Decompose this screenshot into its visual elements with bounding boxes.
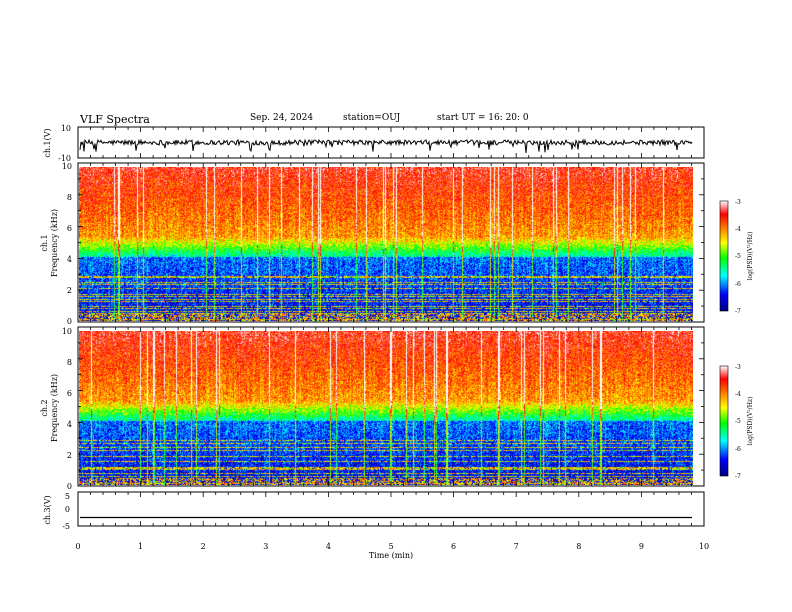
ch2-colorbar: -3 -4 -5 -6 -7 log(PSD)(V²/Hz) — [719, 364, 754, 480]
ch1-frequency-ylabel: Frequency (kHz) — [50, 209, 59, 277]
ch2-ytick-8: 8 — [67, 358, 72, 367]
ch1-ytick-10: 10 — [62, 162, 72, 171]
xtick-5: 5 — [388, 542, 393, 551]
ch2-ytick-0: 0 — [67, 482, 72, 491]
ch2-ytick-10: 10 — [62, 327, 72, 336]
ch3-waveform-panel: 5 0 -5 ch.3(V) — [43, 491, 705, 531]
figure-date: Sep. 24, 2024 — [250, 113, 314, 123]
ch2-cb-tick-m7: -7 — [735, 473, 741, 480]
xtick-2: 2 — [201, 542, 206, 551]
ch2-ytick-4: 4 — [67, 420, 72, 429]
ch1-ytick-8: 8 — [67, 193, 72, 202]
ch2-cb-tick-m5: -5 — [735, 418, 741, 425]
figure-station: station=OUJ — [343, 113, 401, 123]
ch3-ytick-m5: -5 — [62, 522, 70, 531]
xtick-10: 10 — [699, 542, 709, 551]
ch1-cb-tick-m6: -6 — [735, 281, 741, 288]
ch2-cb-tick-m3: -3 — [735, 364, 741, 371]
xtick-0: 0 — [75, 542, 80, 551]
ch1-channel-label: ch.1 — [40, 234, 49, 251]
ch1-ytick-bottom: -10 — [58, 154, 71, 163]
ch2-cb-tick-m4: -4 — [735, 391, 741, 398]
ch2-colorbar-scale — [719, 365, 729, 477]
xtick-4: 4 — [326, 542, 331, 551]
ch1-ytick-top: 10 — [61, 124, 71, 133]
ch3-ytick-5: 5 — [65, 492, 70, 501]
ch2-ytick-2: 2 — [67, 451, 72, 460]
xtick-7: 7 — [514, 542, 519, 551]
x-axis-label: Time (min) — [369, 551, 413, 560]
ch1-ytick-4: 4 — [67, 255, 72, 264]
ch1-cb-tick-m7: -7 — [735, 308, 741, 315]
ch1-spectrogram-image — [79, 167, 693, 321]
ch1-cb-tick-m4: -4 — [735, 226, 741, 233]
axis-ticks — [77, 127, 705, 526]
ch2-spectrogram-image-holder — [79, 331, 693, 485]
figure-title: VLF Spectra — [80, 113, 150, 126]
ch1-ytick-2: 2 — [67, 286, 72, 295]
ch2-colorbar-label: log(PSD)(V²/Hz) — [747, 397, 754, 446]
ch3-waveform-frame — [77, 491, 705, 527]
ch1-cb-tick-m3: -3 — [735, 199, 741, 206]
ch1-spectrogram-image-holder — [79, 167, 693, 321]
x-axis: 0 1 2 3 4 5 6 7 8 9 10 Time (min) — [75, 542, 709, 560]
xtick-8: 8 — [576, 542, 581, 551]
ch2-cb-tick-m6: -6 — [735, 446, 741, 453]
ch1-waveform-panel: 10 -10 ch.1(V) — [43, 124, 705, 163]
ch1-waveform-ylabel: ch.1(V) — [43, 128, 52, 157]
ch1-colorbar-label: log(PSD)(V²/Hz) — [747, 232, 754, 281]
ch1-spectrogram-panel: 10 8 6 4 2 0 ch.1 Frequency (kHz) — [40, 162, 705, 326]
xtick-1: 1 — [138, 542, 143, 551]
ch1-waveform-line — [79, 138, 693, 153]
ch3-waveform-ylabel: ch.3(V) — [43, 495, 52, 524]
xtick-6: 6 — [451, 542, 456, 551]
ch1-ytick-0: 0 — [67, 317, 72, 326]
ch1-ytick-6: 6 — [67, 224, 72, 233]
ch2-channel-label: ch.2 — [40, 399, 49, 416]
xtick-9: 9 — [639, 542, 644, 551]
ch2-frequency-ylabel: Frequency (kHz) — [50, 374, 59, 442]
ch2-spectrogram-panel: 10 8 6 4 2 0 ch.2 Frequency (kHz) — [40, 326, 705, 491]
figure-start-time: start UT = 16: 20: 0 — [437, 113, 529, 123]
ch1-cb-tick-m5: -5 — [735, 253, 741, 260]
xtick-3: 3 — [263, 542, 268, 551]
ch1-colorbar: -3 -4 -5 -6 -7 log(PSD)(V²/Hz) — [719, 199, 754, 315]
ch2-ytick-6: 6 — [67, 389, 72, 398]
ch3-ytick-0: 0 — [65, 505, 70, 514]
ch1-colorbar-scale — [719, 200, 729, 312]
ch2-spectrogram-image — [79, 331, 693, 485]
